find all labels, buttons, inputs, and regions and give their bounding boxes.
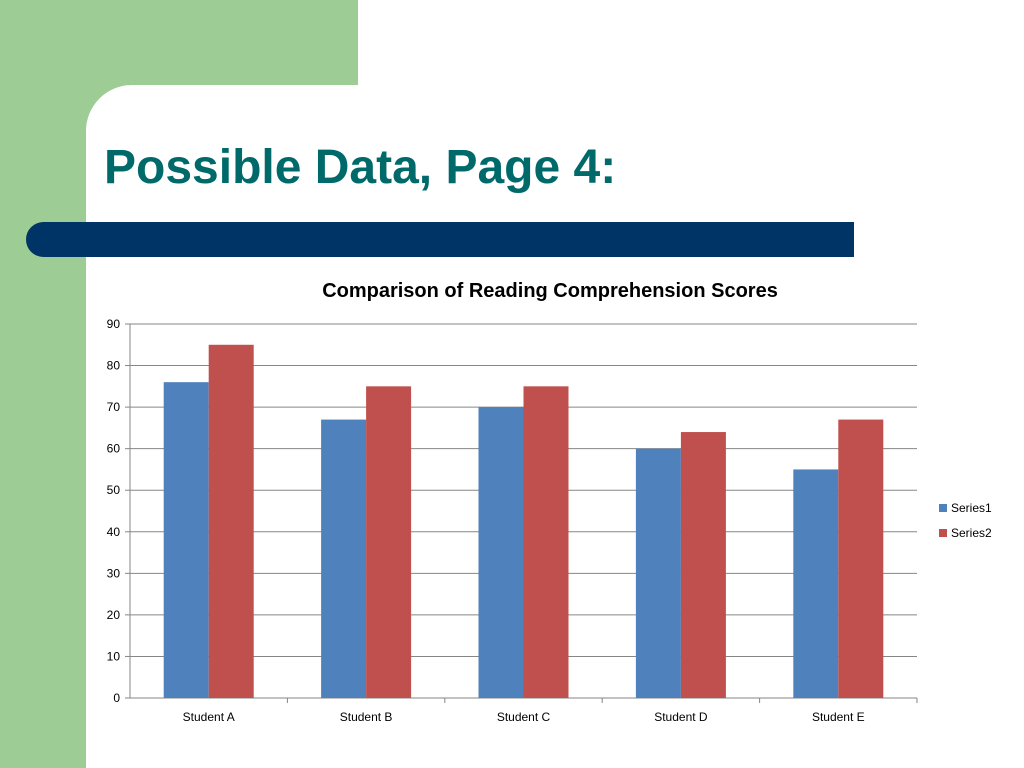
bar-series2-student-e — [838, 419, 884, 698]
chart-title: Comparison of Reading Comprehension Scor… — [322, 280, 778, 302]
bar-series1-student-a — [163, 382, 209, 698]
bar-series2-student-d — [680, 432, 726, 698]
slide-title: Possible Data, Page 4: — [104, 141, 617, 194]
x-tick-label: Student D — [654, 710, 708, 724]
title-underline-bar — [26, 222, 854, 257]
y-tick-label: 70 — [107, 400, 121, 414]
bar-series1-student-c — [478, 407, 524, 698]
x-tick-label: Student C — [497, 710, 551, 724]
y-tick-label: 50 — [107, 483, 121, 497]
legend-label: Series1 — [951, 501, 992, 515]
y-tick-label: 60 — [107, 442, 121, 456]
legend-swatch — [939, 504, 947, 512]
bar-series2-student-c — [523, 386, 569, 698]
y-tick-label: 40 — [107, 525, 121, 539]
x-tick-label: Student A — [183, 710, 235, 724]
y-tick-label: 90 — [107, 317, 121, 331]
chart-bars — [163, 344, 884, 698]
y-tick-label: 80 — [107, 359, 121, 373]
x-axis-ticks: Student A Student B Student C Student D Stud… — [183, 710, 865, 724]
y-tick-label: 20 — [107, 608, 121, 622]
legend-swatch — [939, 529, 947, 537]
y-tick-label: 30 — [107, 566, 121, 580]
chart-legend: Series1 Series2 — [939, 501, 992, 540]
chart-axes — [125, 323, 918, 703]
x-tick-label: Student E — [812, 710, 865, 724]
bar-series1-student-e — [793, 469, 839, 698]
legend-label: Series2 — [951, 526, 992, 540]
y-axis-ticks: 0 10 20 30 40 50 60 70 80 90 — [107, 317, 121, 705]
y-tick-label: 0 — [113, 691, 120, 705]
bar-series2-student-b — [366, 386, 412, 698]
bar-series2-student-a — [208, 344, 254, 698]
bar-series1-student-b — [321, 419, 367, 698]
bar-series1-student-d — [635, 448, 681, 698]
x-tick-label: Student B — [340, 710, 393, 724]
y-tick-label: 10 — [107, 649, 121, 663]
